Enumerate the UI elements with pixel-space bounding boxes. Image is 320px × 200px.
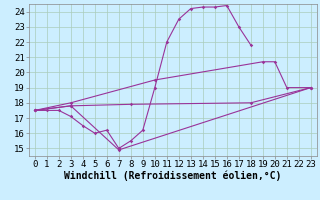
X-axis label: Windchill (Refroidissement éolien,°C): Windchill (Refroidissement éolien,°C) bbox=[64, 171, 282, 181]
